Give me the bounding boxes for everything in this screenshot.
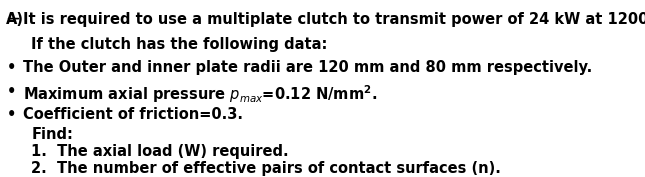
Text: The Outer and inner plate radii are 120 mm and 80 mm respectively.: The Outer and inner plate radii are 120 …	[23, 60, 591, 75]
Text: •: •	[7, 60, 17, 75]
Text: A): A)	[6, 12, 24, 27]
Text: Find:: Find:	[32, 127, 73, 142]
Text: •: •	[7, 107, 17, 122]
Text: 2.  The number of effective pairs of contact surfaces (n).: 2. The number of effective pairs of cont…	[32, 161, 501, 176]
Text: If the clutch has the following data:: If the clutch has the following data:	[32, 37, 328, 52]
Text: Maximum axial pressure $\mathbf{\mathit{p}}_{\mathbf{\mathit{max}}}$=0.12 N/mm$\: Maximum axial pressure $\mathbf{\mathit{…	[23, 84, 377, 105]
Text: 1.  The axial load (W) required.: 1. The axial load (W) required.	[32, 144, 289, 159]
Text: It is required to use a multiplate clutch to transmit power of 24 kW at 1200 r.p: It is required to use a multiplate clutc…	[23, 12, 645, 27]
Text: Coefficient of friction=0.3.: Coefficient of friction=0.3.	[23, 107, 243, 122]
Text: •: •	[7, 84, 17, 99]
